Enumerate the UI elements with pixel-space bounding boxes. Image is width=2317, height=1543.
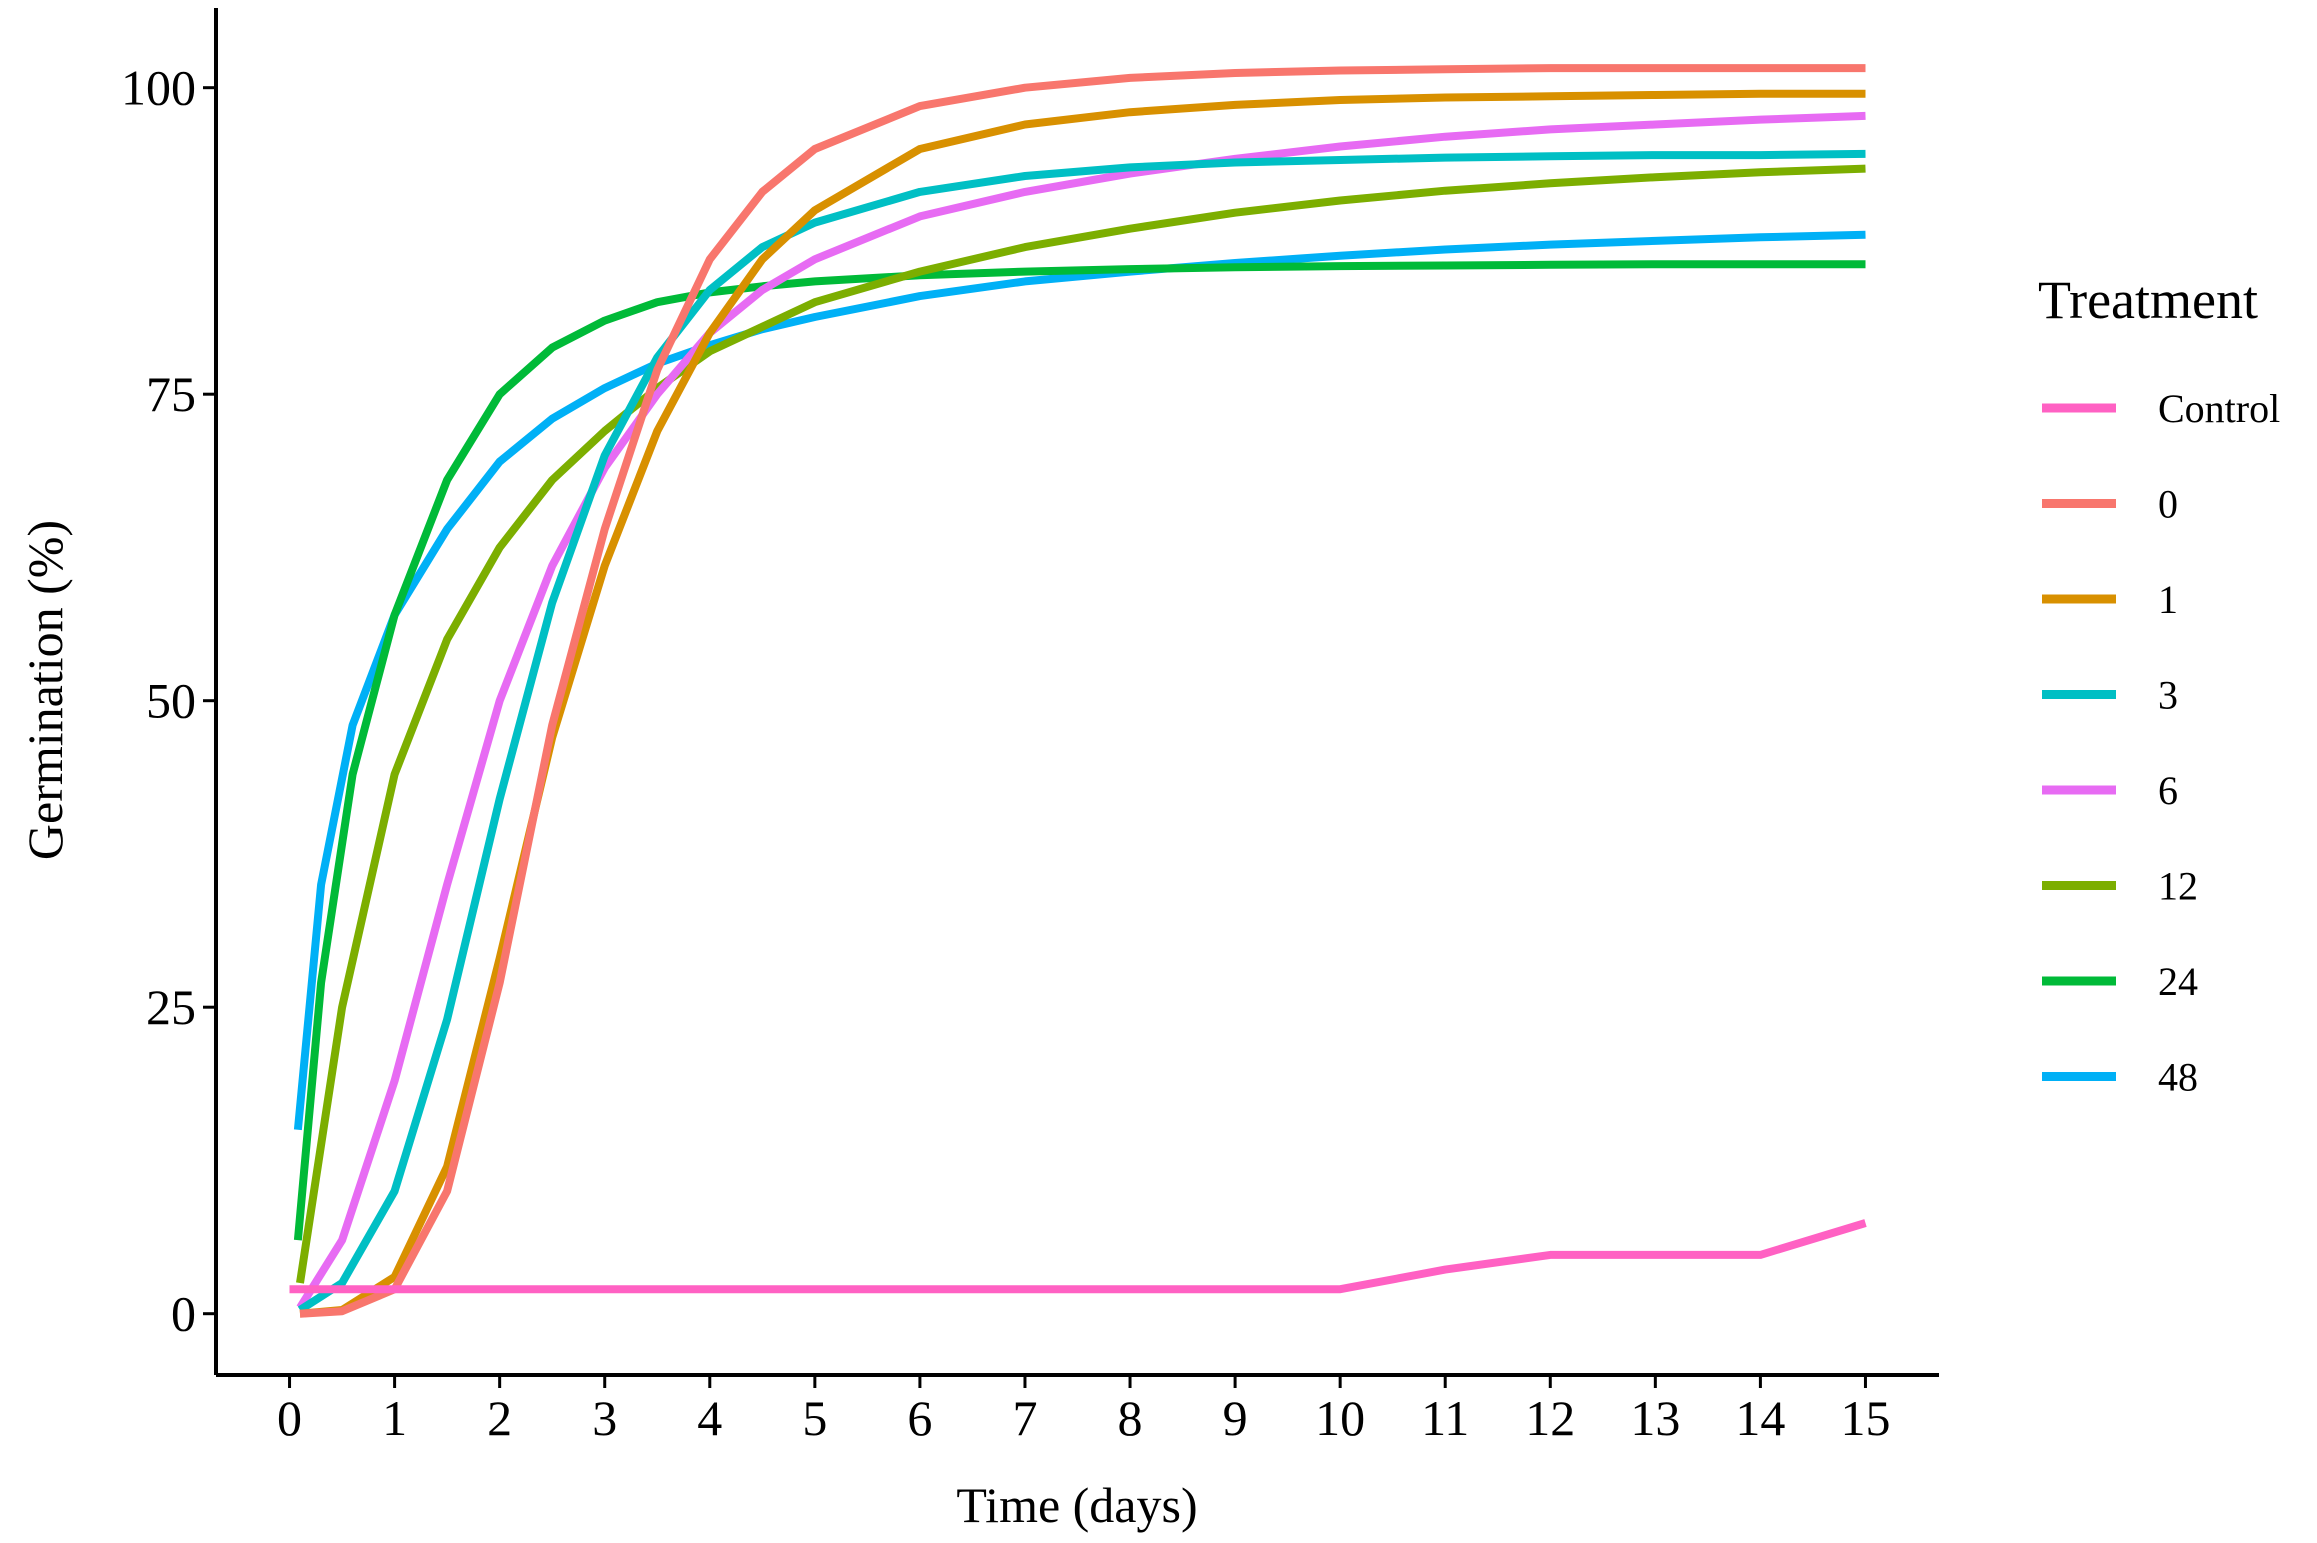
x-tick-label-10: 10	[1315, 1390, 1365, 1446]
x-ticks-group: 0 1 2 3 4 5 6 7 8 9 10 11 12 13 14 15	[277, 1375, 1890, 1446]
x-tick-label-7: 7	[1012, 1390, 1037, 1446]
y-tick-label-100: 100	[121, 60, 196, 116]
x-tick-label-6: 6	[907, 1390, 932, 1446]
x-tick-label-8: 8	[1118, 1390, 1143, 1446]
series-line-6	[296, 111, 1866, 1310]
legend-label-48: 48	[2158, 1055, 2198, 1100]
series-line-0	[299, 64, 1866, 1318]
axes-group	[214, 8, 1939, 1377]
legend-label-12: 12	[2158, 864, 2198, 909]
plot-series-group	[289, 64, 1867, 1318]
series-line-12	[296, 164, 1866, 1284]
y-tick-label-25: 25	[146, 979, 196, 1035]
legend-label-0: 0	[2158, 482, 2178, 527]
x-tick-label-15: 15	[1840, 1390, 1890, 1446]
x-tick-label-5: 5	[802, 1390, 827, 1446]
x-tick-label-12: 12	[1525, 1390, 1575, 1446]
legend-label-control: Control	[2158, 386, 2280, 431]
legend-label-1: 1	[2158, 577, 2178, 622]
y-axis-title: Germination (%)	[17, 520, 73, 860]
legend-label-3: 3	[2158, 673, 2178, 718]
x-tick-label-11: 11	[1421, 1390, 1469, 1446]
x-tick-label-14: 14	[1735, 1390, 1785, 1446]
series-line-24	[293, 260, 1866, 1241]
x-axis-title: Time (days)	[956, 1477, 1197, 1533]
legend-label-24: 24	[2158, 959, 2198, 1004]
y-tick-label-0: 0	[171, 1286, 196, 1342]
x-tick-label-4: 4	[697, 1390, 722, 1446]
y-tick-label-75: 75	[146, 366, 196, 422]
y-tick-label-50: 50	[146, 673, 196, 729]
x-tick-label-13: 13	[1630, 1390, 1680, 1446]
legend-title: Treatment	[2038, 270, 2258, 330]
legend-label-6: 6	[2158, 768, 2178, 813]
y-ticks-group: 0 25 50 75 100	[121, 60, 216, 1342]
series-line-48	[293, 230, 1866, 1131]
series-line-control	[289, 1219, 1867, 1294]
x-tick-label-2: 2	[487, 1390, 512, 1446]
x-tick-label-0: 0	[277, 1390, 302, 1446]
series-line-3	[297, 149, 1866, 1314]
legend: Treatment Control 0 1 3 6 12 24 48	[2038, 270, 2280, 1100]
x-tick-label-9: 9	[1223, 1390, 1248, 1446]
x-tick-label-3: 3	[592, 1390, 617, 1446]
series-line-1	[299, 89, 1866, 1318]
x-tick-label-1: 1	[382, 1390, 407, 1446]
